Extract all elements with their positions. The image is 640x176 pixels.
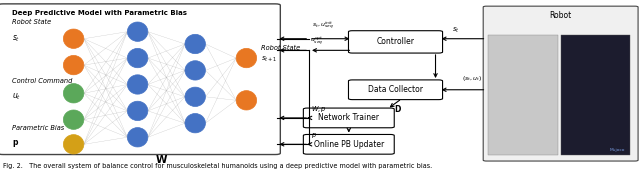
Text: Robot State: Robot State xyxy=(12,19,51,25)
FancyBboxPatch shape xyxy=(483,6,638,161)
Text: Control Command: Control Command xyxy=(12,78,72,84)
Ellipse shape xyxy=(185,61,205,80)
FancyBboxPatch shape xyxy=(349,80,443,100)
Text: $p$: $p$ xyxy=(311,131,317,140)
Text: $\mathbf{W}$: $\mathbf{W}$ xyxy=(155,153,168,165)
Text: Parametric Bias: Parametric Bias xyxy=(12,125,64,131)
Text: $s_t$: $s_t$ xyxy=(12,33,20,44)
Text: $\mathbf{p}$: $\mathbf{p}$ xyxy=(12,138,19,149)
Text: Robot: Robot xyxy=(550,11,572,20)
Ellipse shape xyxy=(236,48,257,68)
Ellipse shape xyxy=(63,29,84,48)
Text: $s_t$: $s_t$ xyxy=(452,26,460,35)
Ellipse shape xyxy=(127,101,148,121)
Ellipse shape xyxy=(127,48,148,68)
Ellipse shape xyxy=(127,75,148,94)
Text: $u_t$: $u_t$ xyxy=(12,92,20,102)
Text: Deep Predictive Model with Parametric Bias: Deep Predictive Model with Parametric Bi… xyxy=(12,10,186,16)
Text: $\mathbf{D}$: $\mathbf{D}$ xyxy=(394,102,402,114)
Ellipse shape xyxy=(63,84,84,103)
FancyBboxPatch shape xyxy=(303,108,394,128)
Ellipse shape xyxy=(185,87,205,106)
Ellipse shape xyxy=(63,135,84,154)
Ellipse shape xyxy=(236,91,257,110)
Text: Network Trainer: Network Trainer xyxy=(318,113,380,122)
Text: Controller: Controller xyxy=(376,37,415,46)
Text: Robot State: Robot State xyxy=(261,45,300,51)
Text: Data Collector: Data Collector xyxy=(368,85,423,94)
Text: $(s_t, u_t)$: $(s_t, u_t)$ xyxy=(462,74,483,83)
FancyBboxPatch shape xyxy=(488,35,558,155)
Text: Mujoco: Mujoco xyxy=(610,148,625,152)
Ellipse shape xyxy=(63,110,84,129)
Ellipse shape xyxy=(185,34,205,54)
Text: $s_{t+1}$: $s_{t+1}$ xyxy=(261,55,278,64)
Ellipse shape xyxy=(185,114,205,133)
Text: Online PB Updater: Online PB Updater xyxy=(314,140,384,149)
FancyBboxPatch shape xyxy=(561,35,630,155)
Ellipse shape xyxy=(127,128,148,147)
Ellipse shape xyxy=(63,55,84,75)
FancyBboxPatch shape xyxy=(303,134,394,154)
Text: $W, p$: $W, p$ xyxy=(311,104,327,114)
Text: Fig. 2.   The overall system of balance control for musculoskeletal humanoids us: Fig. 2. The overall system of balance co… xyxy=(3,163,433,169)
FancyBboxPatch shape xyxy=(0,4,280,155)
Text: $s_t, u_{seq}^{init}$: $s_t, u_{seq}^{init}$ xyxy=(312,20,334,32)
Text: $u_{seq}^{opt}$: $u_{seq}^{opt}$ xyxy=(310,35,324,47)
FancyBboxPatch shape xyxy=(349,31,443,53)
Ellipse shape xyxy=(127,22,148,41)
